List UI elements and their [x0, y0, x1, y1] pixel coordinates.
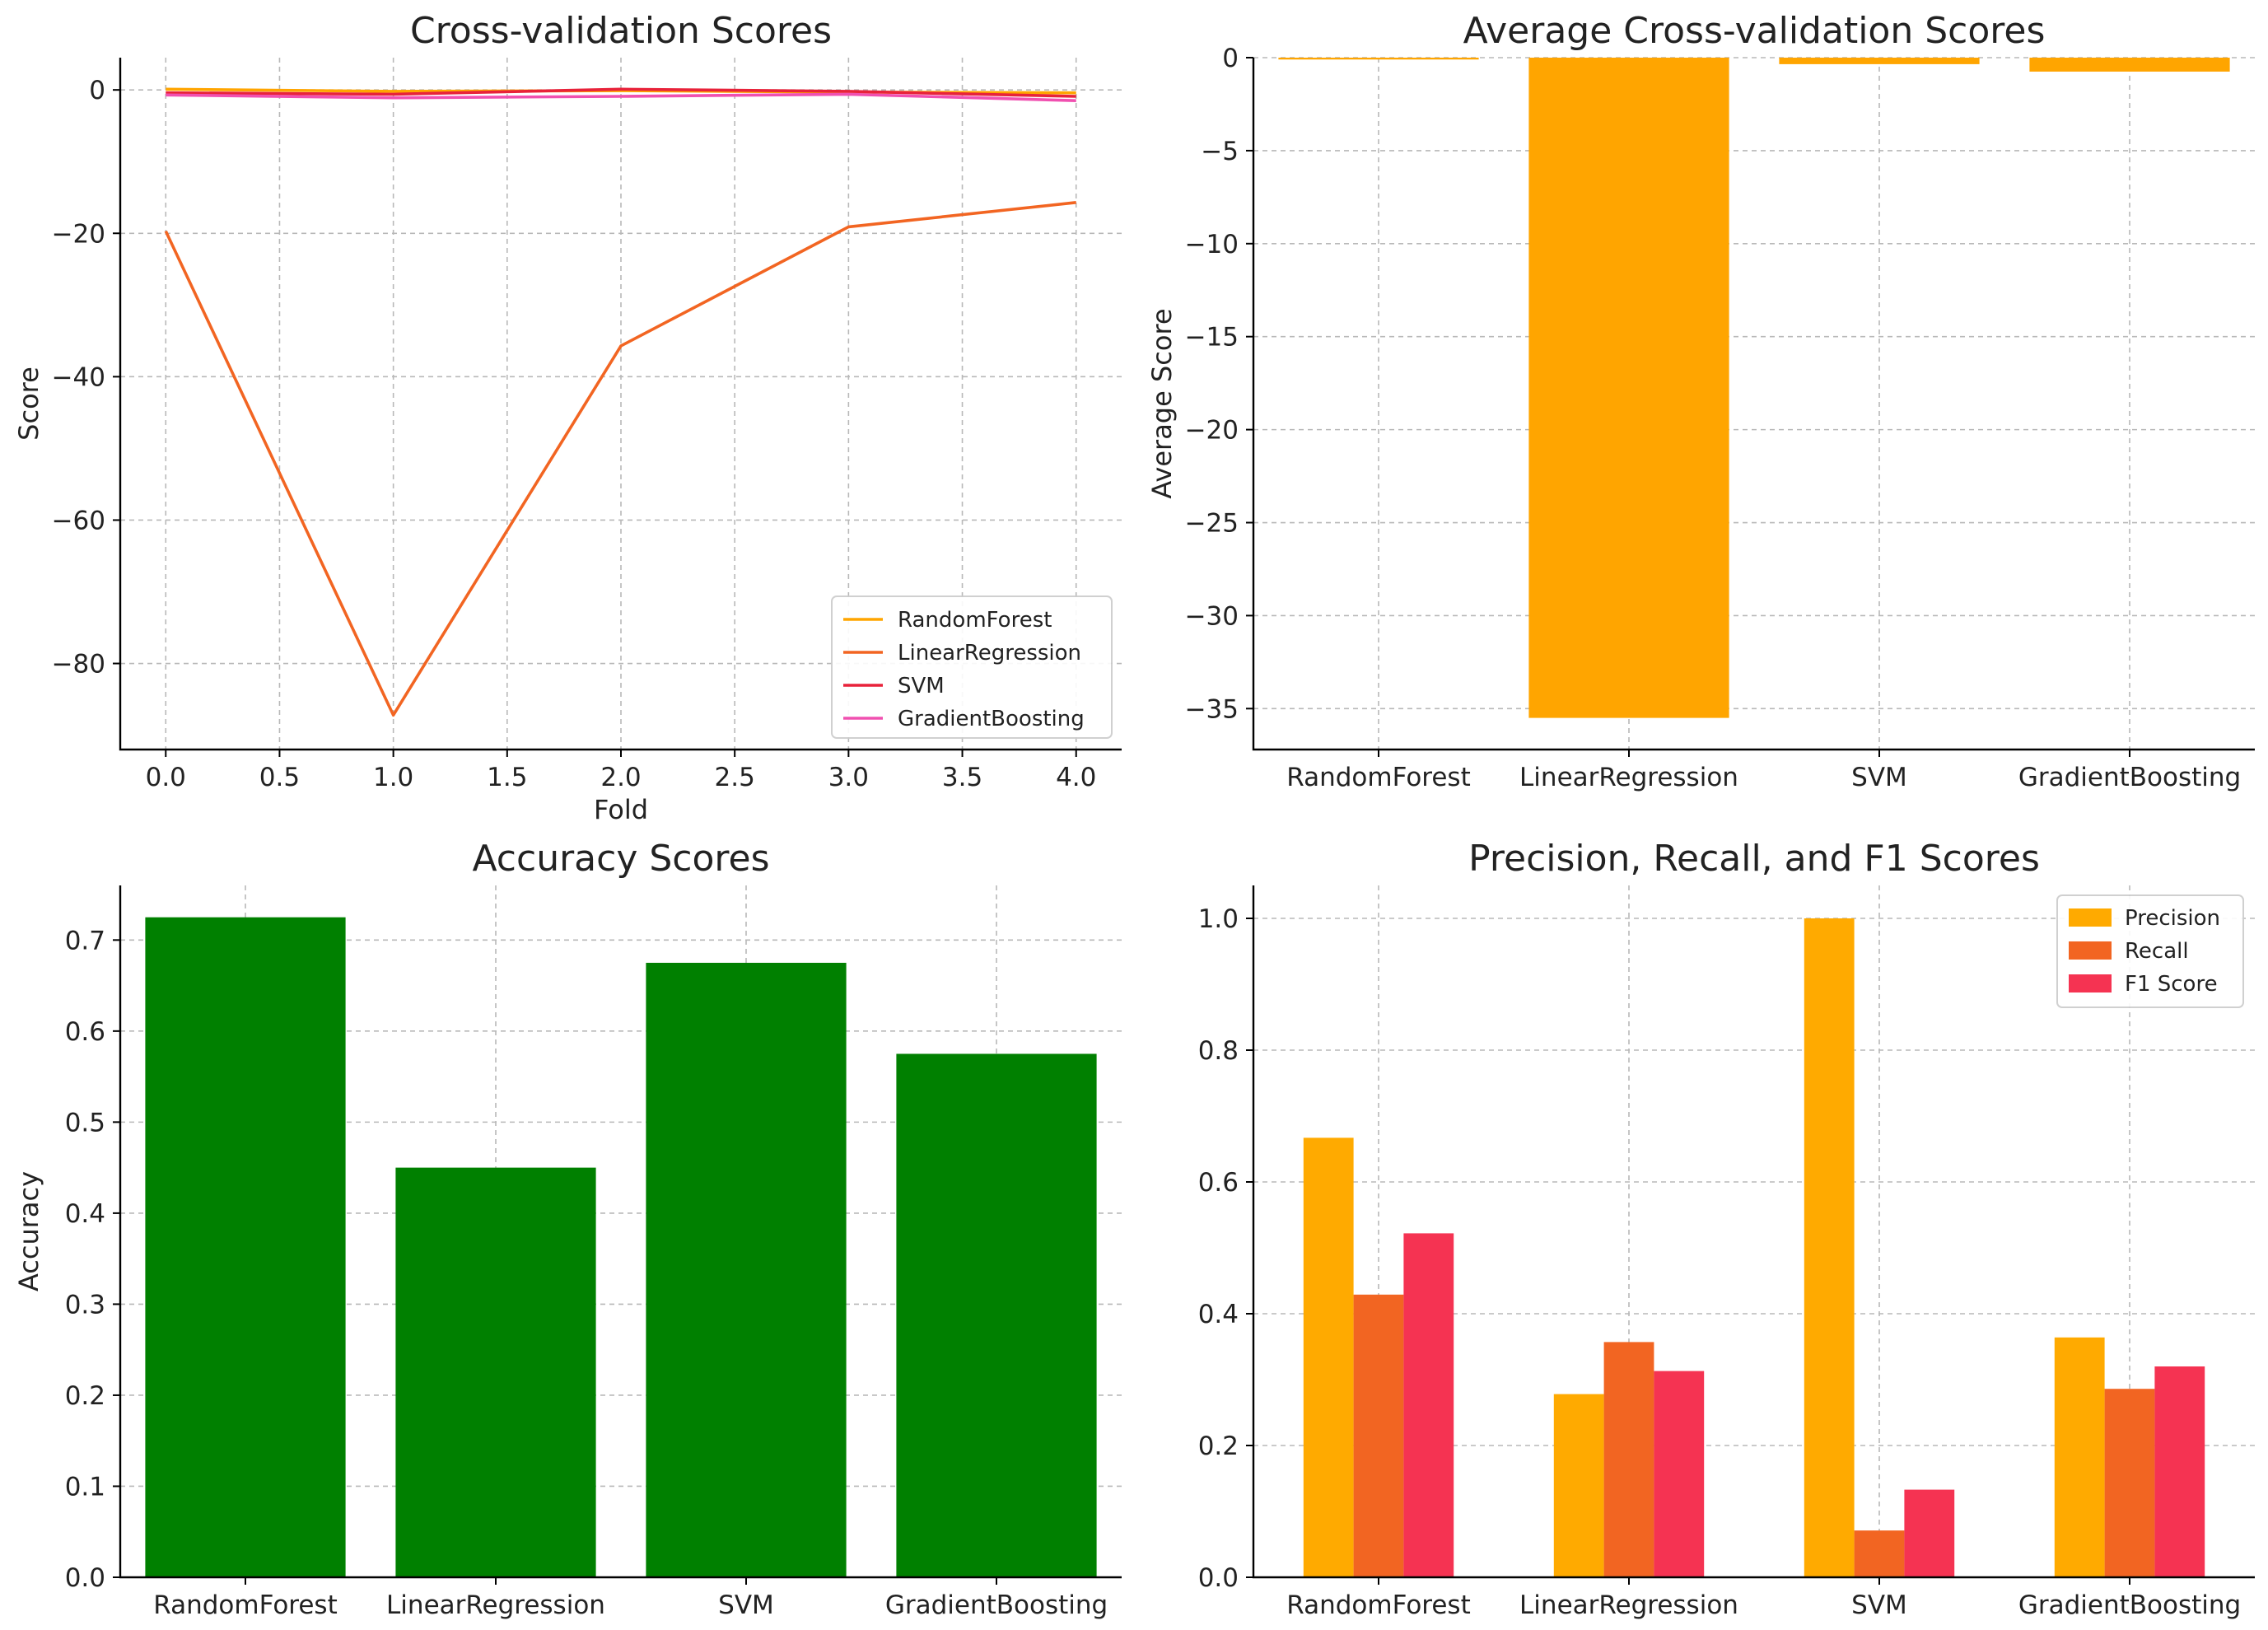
x-tick-label: 4.0 — [1056, 763, 1096, 792]
x-tick-label: 0.5 — [259, 763, 300, 792]
bar-gradientboosting — [896, 1053, 1097, 1577]
bar-randomforest — [1278, 58, 1479, 60]
y-tick-label: 0 — [1222, 44, 1239, 73]
x-tick-label: LinearRegression — [386, 1590, 605, 1620]
x-tick-label: RandomForest — [1286, 763, 1470, 792]
x-tick-label: SVM — [718, 1590, 774, 1620]
y-tick-label: −20 — [52, 219, 105, 249]
y-axis-label: Average Score — [1146, 308, 1178, 498]
legend-label: RandomForest — [898, 608, 1052, 633]
y-tick-label: −35 — [1185, 694, 1239, 724]
legend-label: Precision — [2125, 906, 2220, 931]
bar-recall — [1854, 1530, 1905, 1577]
y-tick-label: 1.0 — [1198, 904, 1239, 934]
bar-recall — [1603, 1342, 1654, 1577]
y-tick-label: −10 — [1185, 230, 1239, 259]
y-tick-label: −80 — [52, 650, 105, 680]
axes-spines — [1252, 58, 2255, 751]
bar-svm — [1779, 58, 1980, 64]
x-tick-label: LinearRegression — [1519, 763, 1738, 792]
y-tick-label: 0.4 — [1198, 1300, 1239, 1329]
x-tick-label: 3.0 — [828, 763, 869, 792]
chart-title: Average Cross-validation Scores — [1463, 10, 2046, 52]
line-chart-panel: 0.0 0.5 1.0 1.5 2.0 2.5 3.0 3.5 4.0 0 −20 −40 −60 −80… — [13, 10, 1122, 825]
bar-chart-panel-3: RandomForest LinearRegression SVM GradientB… — [1198, 838, 2255, 1620]
x-tick-label: GradientBoosting — [885, 1590, 1108, 1620]
x-tick-label: GradientBoosting — [2018, 763, 2241, 792]
y-tick-label: −30 — [1185, 601, 1239, 631]
series-line-gradientboosting — [166, 92, 1076, 103]
y-tick-label: −5 — [1201, 137, 1239, 166]
legend-swatch — [2069, 908, 2112, 927]
series-line-svm — [166, 87, 1076, 98]
bar-precision — [1303, 1137, 1354, 1577]
x-tick-label: LinearRegression — [1519, 1590, 1738, 1620]
y-tick-label: 0.4 — [65, 1199, 105, 1229]
y-axis-label: Accuracy — [13, 1171, 44, 1291]
y-tick-label: 0.2 — [1198, 1432, 1239, 1461]
bar-linearregression — [395, 1167, 596, 1577]
bar-gradientboosting — [2029, 58, 2230, 72]
legend: RandomForest LinearRegression SVM GradientB… — [831, 595, 1113, 739]
legend-label: GradientBoosting — [898, 707, 1085, 731]
x-tick-label: RandomForest — [153, 1590, 337, 1620]
bar-chart-panel-2: RandomForest LinearRegression SVM GradientB… — [13, 838, 1122, 1620]
chart-title: Cross-validation Scores — [410, 10, 832, 52]
legend-label: SVM — [898, 674, 945, 698]
axes-spines — [119, 58, 1122, 751]
x-tick-label: GradientBoosting — [2018, 1590, 2241, 1620]
y-tick-label: 0 — [89, 76, 105, 105]
legend-swatch — [2069, 974, 2112, 992]
x-axis-label: Fold — [594, 794, 648, 825]
y-tick-label: 0.0 — [65, 1563, 105, 1593]
bar-recall — [2104, 1389, 2155, 1577]
y-tick-label: 0.2 — [65, 1381, 105, 1411]
y-tick-label: 0.0 — [1198, 1563, 1239, 1593]
legend: Precision Recall F1 Score — [2056, 894, 2244, 1008]
x-tick-label: 0.0 — [146, 763, 186, 792]
bar-svm — [646, 962, 847, 1577]
y-tick-label: 0.5 — [65, 1108, 105, 1137]
legend-label: F1 Score — [2125, 972, 2218, 997]
legend-swatch — [2069, 941, 2112, 960]
chart-title: Precision, Recall, and F1 Scores — [1468, 838, 2040, 880]
x-tick-label: 1.5 — [487, 763, 527, 792]
legend-label: Recall — [2125, 939, 2189, 964]
series-line-linearregression — [164, 201, 1076, 717]
bar-precision — [1553, 1394, 1604, 1577]
y-axis-label: Score — [13, 367, 44, 441]
bar-randomforest — [145, 917, 346, 1577]
x-tick-label: SVM — [1851, 1590, 1907, 1620]
y-tick-label: −40 — [52, 362, 105, 392]
y-tick-label: 0.6 — [1198, 1168, 1239, 1198]
chart-title: Accuracy Scores — [472, 838, 769, 880]
x-tick-label: SVM — [1851, 763, 1907, 792]
bar-f1-score — [1904, 1489, 1955, 1577]
x-tick-label: RandomForest — [1286, 1590, 1470, 1620]
bar-chart-panel-1: RandomForest LinearRegression SVM GradientB… — [1146, 10, 2255, 792]
bar-f1-score — [1403, 1233, 1454, 1577]
bar-f1-score — [1654, 1371, 1705, 1577]
bar-precision — [2054, 1337, 2105, 1577]
y-tick-label: −60 — [52, 506, 105, 535]
y-tick-label: −20 — [1185, 416, 1239, 446]
y-tick-label: 0.7 — [65, 926, 105, 955]
x-tick-label: 1.0 — [373, 763, 413, 792]
y-tick-label: 0.3 — [65, 1290, 105, 1319]
y-tick-label: 0.8 — [1198, 1036, 1239, 1066]
bar-recall — [1353, 1294, 1404, 1577]
x-tick-label: 3.5 — [942, 763, 982, 792]
x-tick-label: 2.0 — [600, 763, 641, 792]
y-tick-label: −15 — [1185, 323, 1239, 353]
x-tick-label: 2.5 — [715, 763, 755, 792]
bar-f1-score — [2154, 1366, 2205, 1577]
legend-label: LinearRegression — [898, 641, 1081, 666]
bar-linearregression — [1528, 58, 1729, 718]
bar-precision — [1804, 918, 1855, 1577]
y-tick-label: −25 — [1185, 509, 1239, 539]
legend-frame — [831, 595, 1113, 739]
y-tick-label: 0.1 — [65, 1472, 105, 1502]
y-tick-label: 0.6 — [65, 1017, 105, 1047]
